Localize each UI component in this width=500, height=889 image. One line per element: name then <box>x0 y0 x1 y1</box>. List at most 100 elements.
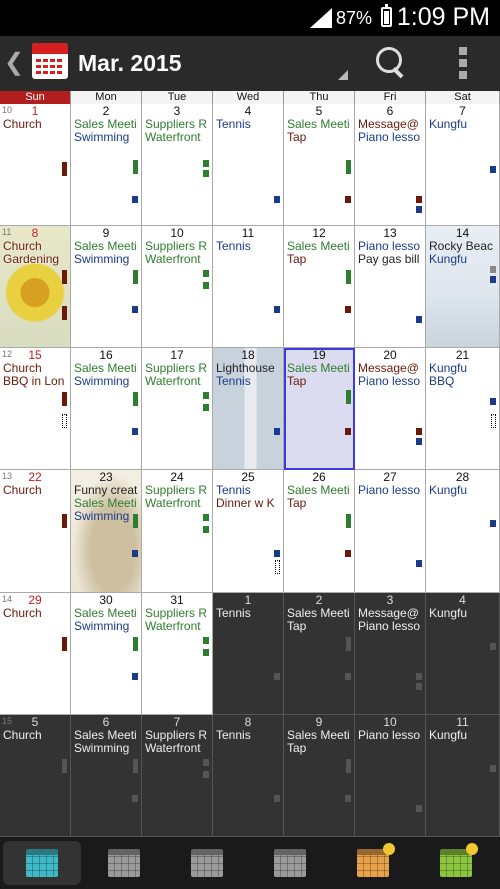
day-cell[interactable]: 15 5 Church <box>0 715 71 837</box>
day-cell[interactable]: 20 Message@ Piano lesso <box>355 348 426 470</box>
event-title[interactable]: Funny creat <box>74 483 138 497</box>
event-title[interactable]: Waterfront <box>145 374 201 388</box>
day-cell[interactable]: 21 Kungfu BBQ <box>426 348 500 470</box>
event-title[interactable]: Piano lesso <box>358 239 421 253</box>
event-title[interactable]: Sales Meeti <box>74 496 137 510</box>
day-cell[interactable]: 10 Suppliers R Waterfront <box>142 226 213 348</box>
event-title[interactable]: Gardening <box>3 252 60 266</box>
day-cell[interactable]: 18 Lighthouse Tennis <box>213 348 284 470</box>
event-title[interactable]: Sales Meeti <box>74 606 137 620</box>
day-cell[interactable]: 10 1 Church <box>0 104 71 226</box>
event-title[interactable]: Suppliers R <box>145 239 208 253</box>
day-cell[interactable]: 13 22 Church <box>0 470 71 593</box>
event-title[interactable]: Swimming <box>74 252 130 266</box>
day-cell[interactable]: 9 Sales Meeti Tap <box>284 715 355 837</box>
event-title[interactable]: Sales Meeti <box>287 361 350 375</box>
event-title[interactable]: Piano lesso <box>358 130 421 144</box>
event-title[interactable]: Swimming <box>74 130 130 144</box>
day-cell[interactable]: 6 Sales Meeti Swimming <box>71 715 142 837</box>
event-title[interactable]: Waterfront <box>145 130 201 144</box>
overflow-menu-icon[interactable] <box>455 46 471 82</box>
month-title[interactable]: Mar. 2015 <box>78 50 182 76</box>
day-cell[interactable]: 28 Kungfu <box>426 470 500 593</box>
month-view-tab[interactable] <box>3 841 81 885</box>
day-cell[interactable]: 4 Kungfu <box>426 593 500 715</box>
event-title[interactable]: Church <box>3 239 42 253</box>
event-title[interactable]: BBQ in Lon <box>3 374 65 388</box>
event-title[interactable]: Tap <box>287 252 307 266</box>
day-cell[interactable]: 27 Piano lesso <box>355 470 426 593</box>
event-title[interactable]: Tennis <box>216 374 251 388</box>
day-cell[interactable]: 19 Sales Meeti Tap <box>284 348 355 470</box>
event-title[interactable]: Tennis <box>216 728 251 742</box>
day-cell[interactable]: 12 Sales Meeti Tap <box>284 226 355 348</box>
day-cell[interactable]: 7 Suppliers R Waterfront <box>142 715 213 837</box>
day-cell[interactable]: 25 Tennis Dinner w K <box>213 470 284 593</box>
event-title[interactable]: Kungfu <box>429 361 468 375</box>
day-cell[interactable]: 8 Tennis <box>213 715 284 837</box>
event-title[interactable]: Suppliers R <box>145 606 208 620</box>
event-title[interactable]: Lighthouse <box>216 361 275 375</box>
day-cell[interactable]: 1 Tennis <box>213 593 284 715</box>
day-cell[interactable]: 2 Sales Meeti Swimming <box>71 104 142 226</box>
event-title[interactable]: Message@ <box>358 606 419 620</box>
event-title[interactable]: Message@ <box>358 117 419 131</box>
day-cell[interactable]: 14 29 Church <box>0 593 71 715</box>
event-title[interactable]: Sales Meeti <box>74 728 137 742</box>
day-cell[interactable]: 11 Kungfu <box>426 715 500 837</box>
day-cell[interactable]: 2 Sales Meeti Tap <box>284 593 355 715</box>
event-title[interactable]: Sales Meeti <box>74 361 137 375</box>
event-title[interactable]: Tap <box>287 374 307 388</box>
event-title[interactable]: Kungfu <box>429 606 468 620</box>
agenda-view-tab[interactable] <box>251 841 329 885</box>
day-cell[interactable]: 30 Sales Meeti Swimming <box>71 593 142 715</box>
day-cell[interactable]: 23 Funny creat Sales Meeti Swimming <box>71 470 142 593</box>
event-title[interactable]: Kungfu <box>429 117 468 131</box>
day-cell[interactable]: 10 Piano lesso <box>355 715 426 837</box>
week-view-tab[interactable] <box>85 841 163 885</box>
event-title[interactable]: Waterfront <box>145 252 201 266</box>
event-title[interactable]: Swimming <box>74 374 130 388</box>
event-title[interactable]: Piano lesso <box>358 728 421 742</box>
day-cell[interactable]: 26 Sales Meeti Tap <box>284 470 355 593</box>
event-title[interactable]: Sales Meeti <box>74 117 137 131</box>
back-chevron-icon[interactable]: ❮ <box>4 49 25 76</box>
day-cell[interactable]: 16 Sales Meeti Swimming <box>71 348 142 470</box>
event-title[interactable]: Swimming <box>74 509 130 523</box>
day-cell[interactable]: 13 Piano lesso Pay gas bill <box>355 226 426 348</box>
day-view-tab[interactable] <box>168 841 246 885</box>
event-title[interactable]: Sales Meeti <box>287 728 350 742</box>
day-cell[interactable]: 4 Tennis <box>213 104 284 226</box>
day-cell[interactable]: 11 Tennis <box>213 226 284 348</box>
day-cell[interactable]: 24 Suppliers R Waterfront <box>142 470 213 593</box>
day-cell[interactable]: 6 Message@ Piano lesso <box>355 104 426 226</box>
event-title[interactable]: Church <box>3 361 42 375</box>
event-title[interactable]: Message@ <box>358 361 419 375</box>
event-title[interactable]: Piano lesso <box>358 619 421 633</box>
event-title[interactable]: Tennis <box>216 117 251 131</box>
event-title[interactable]: Suppliers R <box>145 117 208 131</box>
event-title[interactable]: Pay gas bill <box>358 252 420 266</box>
new-event-tab[interactable] <box>334 841 412 885</box>
event-title[interactable]: Waterfront <box>145 496 201 510</box>
event-title[interactable]: Tap <box>287 741 307 755</box>
day-cell[interactable]: 31 Suppliers R Waterfront <box>142 593 213 715</box>
event-title[interactable]: Swimming <box>74 619 130 633</box>
day-cell[interactable]: 14 Rocky Beac Kungfu <box>426 226 500 348</box>
event-title[interactable]: Sales Meeti <box>74 239 137 253</box>
day-cell[interactable]: 9 Sales Meeti Swimming <box>71 226 142 348</box>
event-title[interactable]: Tennis <box>216 239 251 253</box>
day-cell[interactable]: 5 Sales Meeti Tap <box>284 104 355 226</box>
event-title[interactable]: Rocky Beac <box>429 239 494 253</box>
day-cell[interactable]: 3 Suppliers R Waterfront <box>142 104 213 226</box>
new-task-tab[interactable] <box>417 841 495 885</box>
day-cell[interactable]: 11 8 Church Gardening <box>0 226 71 348</box>
event-title[interactable]: Church <box>3 728 42 742</box>
day-cell[interactable]: 17 Suppliers R Waterfront <box>142 348 213 470</box>
event-title[interactable]: Piano lesso <box>358 483 421 497</box>
event-title[interactable]: Sales Meeti <box>287 239 350 253</box>
day-cell[interactable]: 12 15 Church BBQ in Lon <box>0 348 71 470</box>
event-title[interactable]: Kungfu <box>429 483 468 497</box>
event-title[interactable]: Suppliers R <box>145 361 208 375</box>
month-dropdown-indicator-icon[interactable] <box>338 70 348 80</box>
